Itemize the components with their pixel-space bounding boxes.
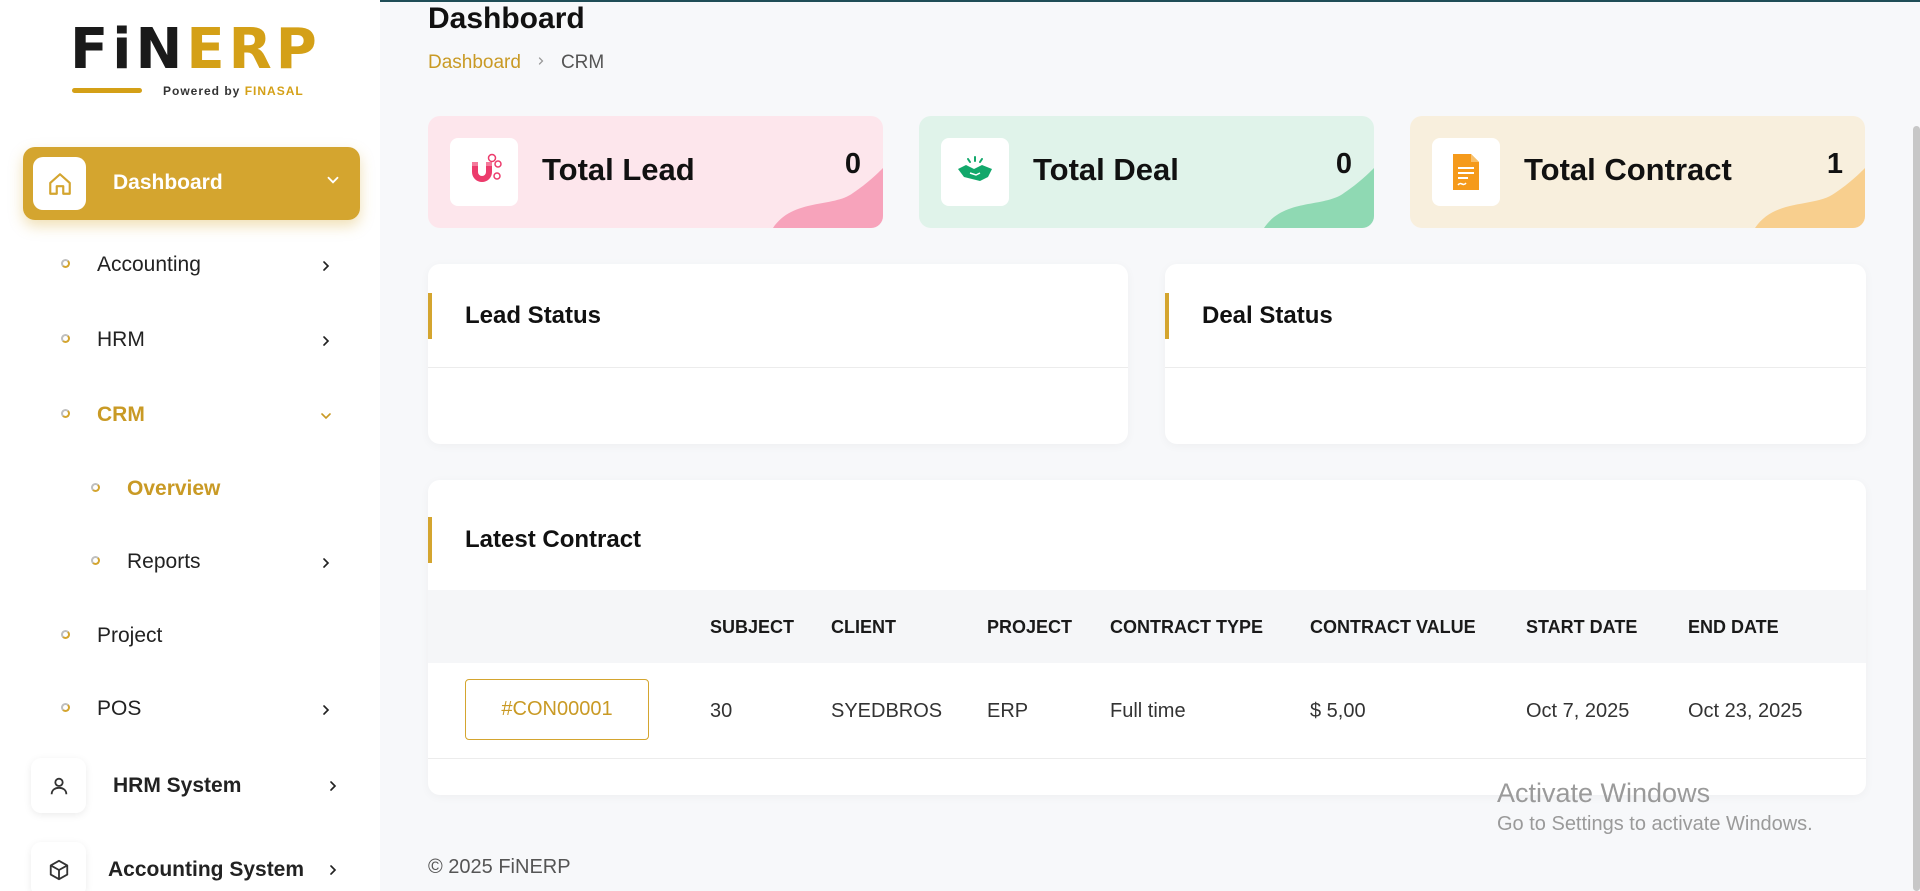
panel-title: Deal Status <box>1202 302 1333 329</box>
sidebar-item-dashboard[interactable]: Dashboard <box>23 147 360 220</box>
table-header: SUBJECT CLIENT PROJECT CONTRACT TYPE CON… <box>428 590 1866 663</box>
vertical-scrollbar[interactable] <box>1913 126 1920 891</box>
stat-title: Total Deal <box>1033 152 1179 187</box>
stat-title: Total Contract <box>1524 152 1732 187</box>
chevron-down-icon <box>318 408 334 429</box>
stat-value: 0 <box>844 148 861 180</box>
column-header-project[interactable]: PROJECT <box>987 617 1073 637</box>
app-logo[interactable]: FiNERP Powered by FINASAL <box>70 20 320 100</box>
cell-client: SYEDBROS <box>831 700 943 722</box>
sidebar-item-project[interactable]: Project <box>0 617 380 657</box>
cell-subject: 30 <box>710 700 733 722</box>
sidebar-item-label: Accounting System <box>108 858 305 881</box>
watermark-title: Activate Windows <box>1497 778 1711 808</box>
sidebar-item-pos[interactable]: POS <box>0 690 380 730</box>
bullet-icon <box>91 483 100 492</box>
sidebar-item-label: HRM <box>97 328 145 351</box>
sidebar-item-hrm-system[interactable]: HRM System <box>0 758 380 818</box>
chevron-right-icon <box>535 54 547 72</box>
sidebar-item-hrm[interactable]: HRM <box>0 321 380 361</box>
bullet-icon <box>61 703 70 712</box>
column-header-contract-value[interactable]: CONTRACT VALUE <box>1310 617 1476 637</box>
table-row: #CON00001 30 SYEDBROS ERP Full time $ 5,… <box>428 663 1866 759</box>
stat-value: 0 <box>1335 148 1352 180</box>
stat-title: Total Lead <box>542 152 695 187</box>
breadcrumb: Dashboard CRM <box>428 52 604 74</box>
user-icon <box>31 758 86 813</box>
panel-title: Latest Contract <box>465 526 642 553</box>
chevron-right-icon <box>318 333 334 354</box>
panel-accent-bar <box>428 293 432 339</box>
bullet-icon <box>61 409 70 418</box>
sidebar-item-label: Overview <box>127 477 221 500</box>
home-icon <box>33 157 86 210</box>
bullet-icon <box>61 259 70 268</box>
panel-title: Lead Status <box>465 302 602 329</box>
deal-status-panel: Deal Status <box>1165 264 1866 444</box>
card-wave-decoration <box>1264 168 1374 228</box>
handshake-icon <box>941 138 1009 206</box>
box-icon <box>31 842 86 891</box>
column-header-contract-type[interactable]: CONTRACT TYPE <box>1110 617 1263 637</box>
cell-end-date: Oct 23, 2025 <box>1688 700 1803 722</box>
lead-status-panel: Lead Status <box>428 264 1128 444</box>
top-border <box>0 0 1920 2</box>
sidebar-item-accounting[interactable]: Accounting <box>0 246 380 286</box>
sidebar-item-overview[interactable]: Overview <box>0 470 380 510</box>
sidebar-item-crm[interactable]: CRM <box>0 396 380 436</box>
activate-windows-watermark: Activate Windows Go to Settings to activ… <box>1497 778 1813 836</box>
sidebar-item-label: Dashboard <box>113 171 223 194</box>
panel-accent-bar <box>428 517 432 563</box>
sidebar-item-label: Accounting <box>97 253 201 276</box>
stat-value: 1 <box>1826 148 1843 180</box>
breadcrumb-dashboard-link[interactable]: Dashboard <box>428 52 521 73</box>
magnet-icon <box>450 138 518 206</box>
chevron-right-icon <box>318 555 334 576</box>
latest-contract-panel: Latest Contract SUBJECT CLIENT PROJECT C… <box>428 480 1866 795</box>
total-contract-card[interactable]: Total Contract 1 <box>1410 116 1865 228</box>
column-header-start-date[interactable]: START DATE <box>1526 617 1638 637</box>
sidebar-item-accounting-system[interactable]: Accounting System <box>0 842 380 891</box>
chevron-right-icon <box>325 778 341 799</box>
chevron-down-icon <box>324 171 342 194</box>
cell-start-date: Oct 7, 2025 <box>1526 700 1630 722</box>
panel-accent-bar <box>1165 293 1169 339</box>
chevron-right-icon <box>318 258 334 279</box>
cell-contract-type: Full time <box>1110 700 1186 722</box>
cell-contract-value: $ 5,00 <box>1310 700 1366 722</box>
document-icon <box>1432 138 1500 206</box>
total-deal-card[interactable]: Total Deal 0 <box>919 116 1374 228</box>
watermark-subtitle: Go to Settings to activate Windows. <box>1497 813 1813 835</box>
chevron-right-icon <box>318 702 334 723</box>
cell-project: ERP <box>987 700 1029 722</box>
contract-id-button[interactable]: #CON00001 <box>465 679 649 740</box>
sidebar: FiNERP Powered by FINASAL Dashboard Acco… <box>0 0 380 891</box>
column-header-subject[interactable]: SUBJECT <box>710 617 795 637</box>
card-wave-decoration <box>773 168 883 228</box>
chevron-right-icon <box>325 862 341 883</box>
logo-wordmark: FiNERP <box>70 17 321 82</box>
column-header-client[interactable]: CLIENT <box>831 617 896 637</box>
bullet-icon <box>91 556 100 565</box>
page-title: Dashboard <box>428 2 585 35</box>
panel-divider <box>428 367 1128 368</box>
sidebar-item-reports[interactable]: Reports <box>0 543 380 583</box>
bullet-icon <box>61 630 70 639</box>
logo-powered-by: Powered by FINASAL <box>163 84 304 98</box>
sidebar-item-label: CRM <box>97 403 145 426</box>
logo-underline <box>72 88 142 93</box>
sidebar-item-label: POS <box>97 697 142 720</box>
footer-copyright: © 2025 FiNERP <box>428 856 571 878</box>
card-wave-decoration <box>1755 168 1865 228</box>
sidebar-item-label: Project <box>97 624 163 647</box>
bullet-icon <box>61 334 70 343</box>
panel-divider <box>1165 367 1866 368</box>
sidebar-item-label: HRM System <box>113 774 242 797</box>
column-header-end-date[interactable]: END DATE <box>1688 617 1779 637</box>
breadcrumb-current: CRM <box>560 52 605 73</box>
sidebar-item-label: Reports <box>127 550 201 573</box>
total-lead-card[interactable]: Total Lead 0 <box>428 116 883 228</box>
